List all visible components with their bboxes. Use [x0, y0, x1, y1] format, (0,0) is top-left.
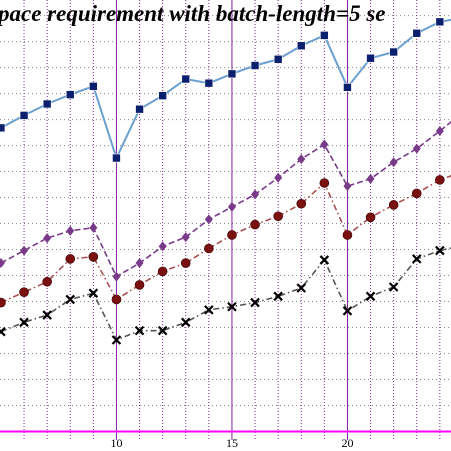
x-tick-label: 10: [110, 436, 122, 450]
data-point: [158, 91, 167, 100]
x-axis: 10152025: [0, 430, 451, 450]
data-point: [343, 181, 352, 192]
data-point: [365, 212, 376, 223]
data-point: [134, 325, 145, 336]
data-point: [0, 326, 6, 337]
data-point: [297, 154, 306, 165]
data-point: [389, 47, 398, 57]
series-1: [0, 17, 451, 163]
data-point: [342, 306, 353, 316]
data-point: [0, 258, 5, 269]
data-point: [112, 153, 121, 163]
data-point: [273, 291, 283, 302]
data-point: [65, 90, 75, 99]
data-point: [0, 123, 6, 133]
data-point: [319, 255, 330, 265]
chart-title: pace requirement with batch-length=5 se: [0, 1, 386, 26]
data-point: [435, 245, 445, 256]
data-point: [65, 254, 76, 264]
data-point: [134, 280, 145, 290]
data-point: [204, 305, 214, 315]
data-point: [111, 294, 122, 305]
data-point: [319, 178, 330, 188]
data-point: [157, 266, 168, 277]
data-point: [411, 254, 422, 264]
data-point: [435, 126, 444, 137]
data-point: [388, 200, 399, 210]
data-point: [42, 310, 52, 320]
data-point: [19, 111, 29, 120]
data-point: [250, 219, 260, 230]
data-point: [157, 325, 168, 336]
data-point: [273, 211, 283, 222]
x-tick-label: 15: [226, 436, 238, 450]
data-point: [65, 294, 76, 305]
data-point: [274, 172, 283, 183]
data-point: [411, 188, 422, 199]
grid: [0, 0, 451, 440]
data-point: [320, 139, 329, 150]
data-point: [227, 230, 237, 240]
data-point: [66, 225, 75, 236]
data-point: [135, 104, 144, 114]
data-point: [296, 198, 307, 209]
data-point: [42, 276, 52, 287]
data-point: [204, 243, 214, 254]
data-point: [412, 28, 422, 38]
data-point: [204, 214, 213, 225]
data-point: [89, 222, 98, 233]
data-point: [180, 317, 191, 328]
data-point: [204, 78, 214, 88]
data-point: [435, 17, 445, 27]
data-point: [19, 317, 29, 328]
data-point: [43, 233, 52, 244]
data-point: [296, 41, 306, 51]
data-point: [181, 74, 191, 84]
data-point: [343, 83, 352, 92]
data-point: [89, 82, 98, 91]
data-point: [227, 201, 236, 212]
data-point: [42, 99, 52, 109]
data-point: [366, 173, 375, 184]
data-point: [19, 287, 29, 297]
data-point: [412, 143, 421, 154]
data-point: [111, 335, 122, 345]
data-point: [342, 230, 353, 240]
data-point: [180, 258, 191, 268]
data-point: [388, 282, 399, 292]
data-point: [227, 69, 237, 79]
data-point: [181, 232, 190, 243]
data-point: [273, 54, 283, 64]
data-point: [365, 291, 376, 302]
data-point: [88, 288, 99, 298]
data-point: [158, 241, 167, 252]
data-point: [88, 252, 99, 262]
data-point: [250, 297, 260, 308]
data-point: [320, 31, 329, 40]
data-point: [0, 297, 6, 308]
series-2: [0, 120, 451, 282]
data-point: [227, 301, 237, 312]
x-tick-label: 20: [341, 436, 353, 450]
series-4: [0, 245, 451, 345]
series-3: [0, 175, 451, 308]
data-point: [112, 271, 121, 282]
data-point: [20, 245, 29, 256]
data-point: [389, 157, 398, 168]
data-point: [250, 61, 260, 70]
data-point: [251, 189, 260, 200]
data-point: [135, 258, 144, 269]
data-point: [366, 53, 375, 63]
data-point: [435, 175, 445, 185]
series-layer: [0, 17, 451, 345]
data-point: [296, 283, 307, 293]
